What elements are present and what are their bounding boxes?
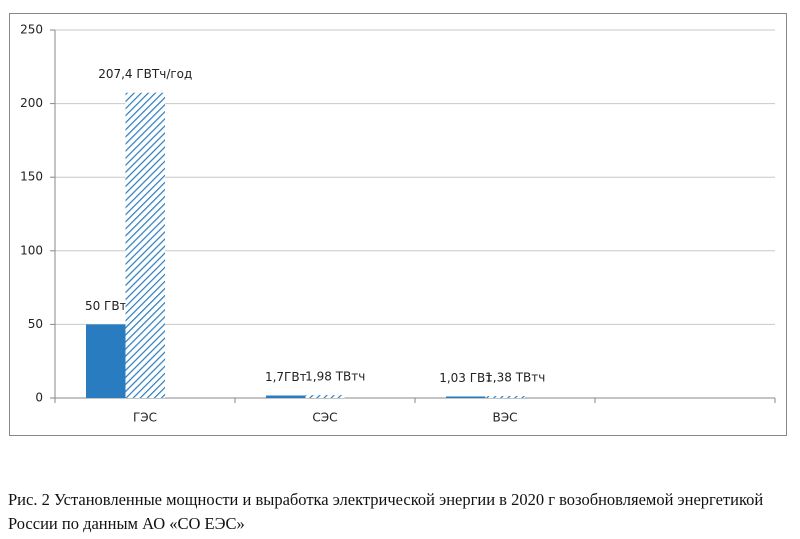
bar xyxy=(305,395,345,398)
value-label: 1,03 ГВт xyxy=(439,371,492,385)
bar xyxy=(485,395,525,398)
x-tick-label: СЭС xyxy=(312,411,337,425)
value-label: 1,7ГВт xyxy=(265,370,307,384)
y-tick-label: 0 xyxy=(35,391,43,405)
chart: 0 50 100 150 200 250 ГЭС 50 ГВт 207,4 ГВТч/год СЭ… xyxy=(9,13,787,436)
bar xyxy=(446,396,486,398)
y-tick-label: 200 xyxy=(20,96,43,110)
value-label: 207,4 ГВТч/год xyxy=(98,67,192,81)
value-label: 50 ГВт xyxy=(85,299,127,313)
x-tick-label: ГЭС xyxy=(133,411,157,425)
value-label: 1,98 ТВтч xyxy=(305,370,365,384)
y-tick-label: 100 xyxy=(20,243,43,257)
value-label: 1,38 ТВтч xyxy=(485,370,545,384)
y-tick-label: 150 xyxy=(20,170,43,184)
x-tick-label: ВЭС xyxy=(493,411,518,425)
bar xyxy=(125,92,165,398)
bar xyxy=(266,395,306,398)
bar xyxy=(86,324,126,398)
caption: Рис. 2 Установленные мощности и выработк… xyxy=(8,490,764,533)
y-tick-label: 250 xyxy=(20,23,43,37)
y-tick-label: 50 xyxy=(28,317,43,331)
